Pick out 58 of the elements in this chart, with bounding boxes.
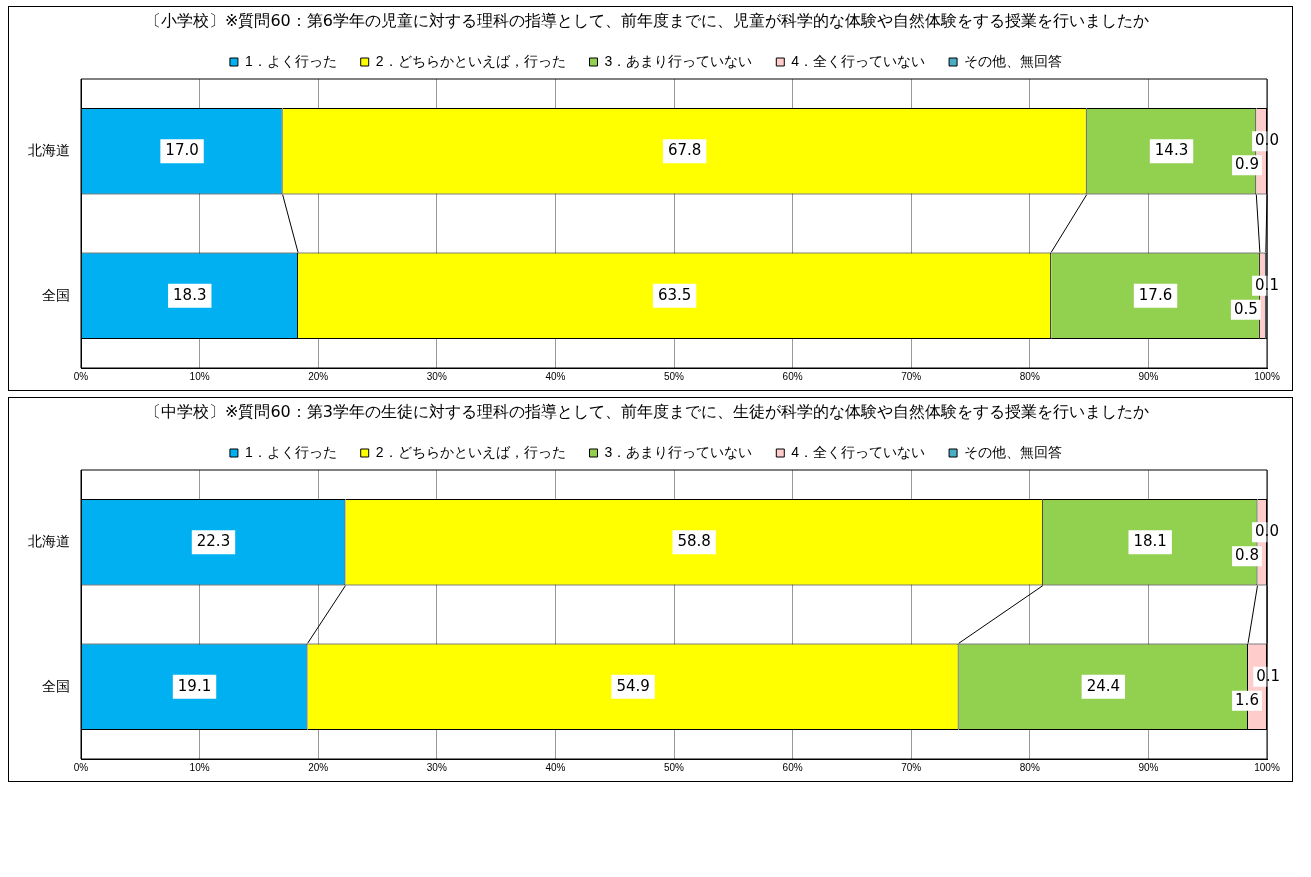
y-tick-label: 全国	[42, 286, 70, 303]
x-tick-label: 80%	[1019, 761, 1040, 773]
legend-label: 3．あまり行っていない	[604, 52, 753, 69]
x-tick-label: 80%	[1019, 370, 1040, 382]
y-tick-label: 北海道	[28, 142, 70, 159]
x-tick-label: 50%	[663, 370, 685, 382]
data-label: 0.8	[1235, 546, 1259, 565]
data-label: 63.5	[657, 285, 692, 304]
x-tick-label: 50%	[663, 761, 685, 773]
chart-title: 〔小学校〕※質問60：第6学年の児童に対する理科の指導として、前年度までに、児童が科学的な体験や自然体験をする授業を行いましたか	[145, 11, 1150, 31]
x-tick-label: 0%	[73, 761, 89, 773]
data-label: 17.0	[165, 141, 199, 160]
legend-label: 1．よく行った	[244, 52, 337, 69]
x-tick-label: 90%	[1138, 761, 1159, 773]
x-tick-label: 40%	[545, 761, 566, 773]
data-label: 14.3	[1154, 141, 1189, 160]
data-label: 67.8	[667, 141, 702, 160]
data-label: 18.1	[1133, 532, 1167, 551]
x-tick-label: 100%	[1254, 370, 1280, 382]
data-label: 19.1	[177, 676, 212, 695]
x-tick-label: 40%	[545, 370, 566, 382]
chart-title: 〔中学校〕※質問60：第3学年の生徒に対する理科の指導として、前年度までに、生徒が科学的な体験や自然体験をする授業を行いましたか	[145, 402, 1150, 422]
y-tick-label: 北海道	[28, 533, 70, 550]
data-label: 0.9	[1235, 155, 1259, 174]
data-label: 0.1	[1255, 275, 1279, 294]
legend-label: 3．あまり行っていない	[604, 443, 753, 460]
data-label: 0.5	[1233, 299, 1258, 318]
x-tick-label: 70%	[901, 761, 922, 773]
legend-label: 4．全く行っていない	[791, 443, 926, 460]
x-tick-label: 10%	[189, 370, 210, 382]
data-label: 1.6	[1235, 690, 1259, 709]
y-tick-label: 全国	[42, 677, 70, 694]
x-tick-label: 70%	[901, 370, 922, 382]
data-label: 18.3	[173, 285, 207, 304]
legend-label: 2．どちらかといえば，行った	[375, 443, 566, 460]
legend-label: 4．全く行っていない	[791, 52, 926, 69]
x-tick-label: 20%	[308, 761, 329, 773]
data-label: 22.3	[196, 532, 231, 551]
x-tick-label: 60%	[782, 761, 803, 773]
legend-label: 2．どちらかといえば，行った	[375, 52, 566, 69]
data-label: 0.1	[1256, 666, 1281, 685]
x-tick-label: 60%	[782, 370, 803, 382]
legend-label: その他、無回答	[964, 443, 1063, 460]
data-label: 54.9	[616, 676, 650, 695]
x-tick-label: 30%	[426, 761, 447, 773]
legend-label: その他、無回答	[964, 52, 1063, 69]
data-label: 58.8	[677, 532, 711, 551]
x-tick-label: 100%	[1254, 761, 1280, 773]
data-label: 0.0	[1255, 522, 1279, 541]
data-label: 24.4	[1086, 676, 1121, 695]
x-tick-label: 90%	[1138, 370, 1159, 382]
data-label: 17.6	[1138, 285, 1173, 304]
legend-label: 1．よく行った	[244, 443, 337, 460]
x-tick-label: 0%	[73, 370, 89, 382]
x-tick-label: 30%	[426, 370, 447, 382]
x-tick-label: 20%	[308, 370, 329, 382]
data-label: 0.0	[1255, 131, 1279, 150]
x-tick-label: 10%	[189, 761, 210, 773]
